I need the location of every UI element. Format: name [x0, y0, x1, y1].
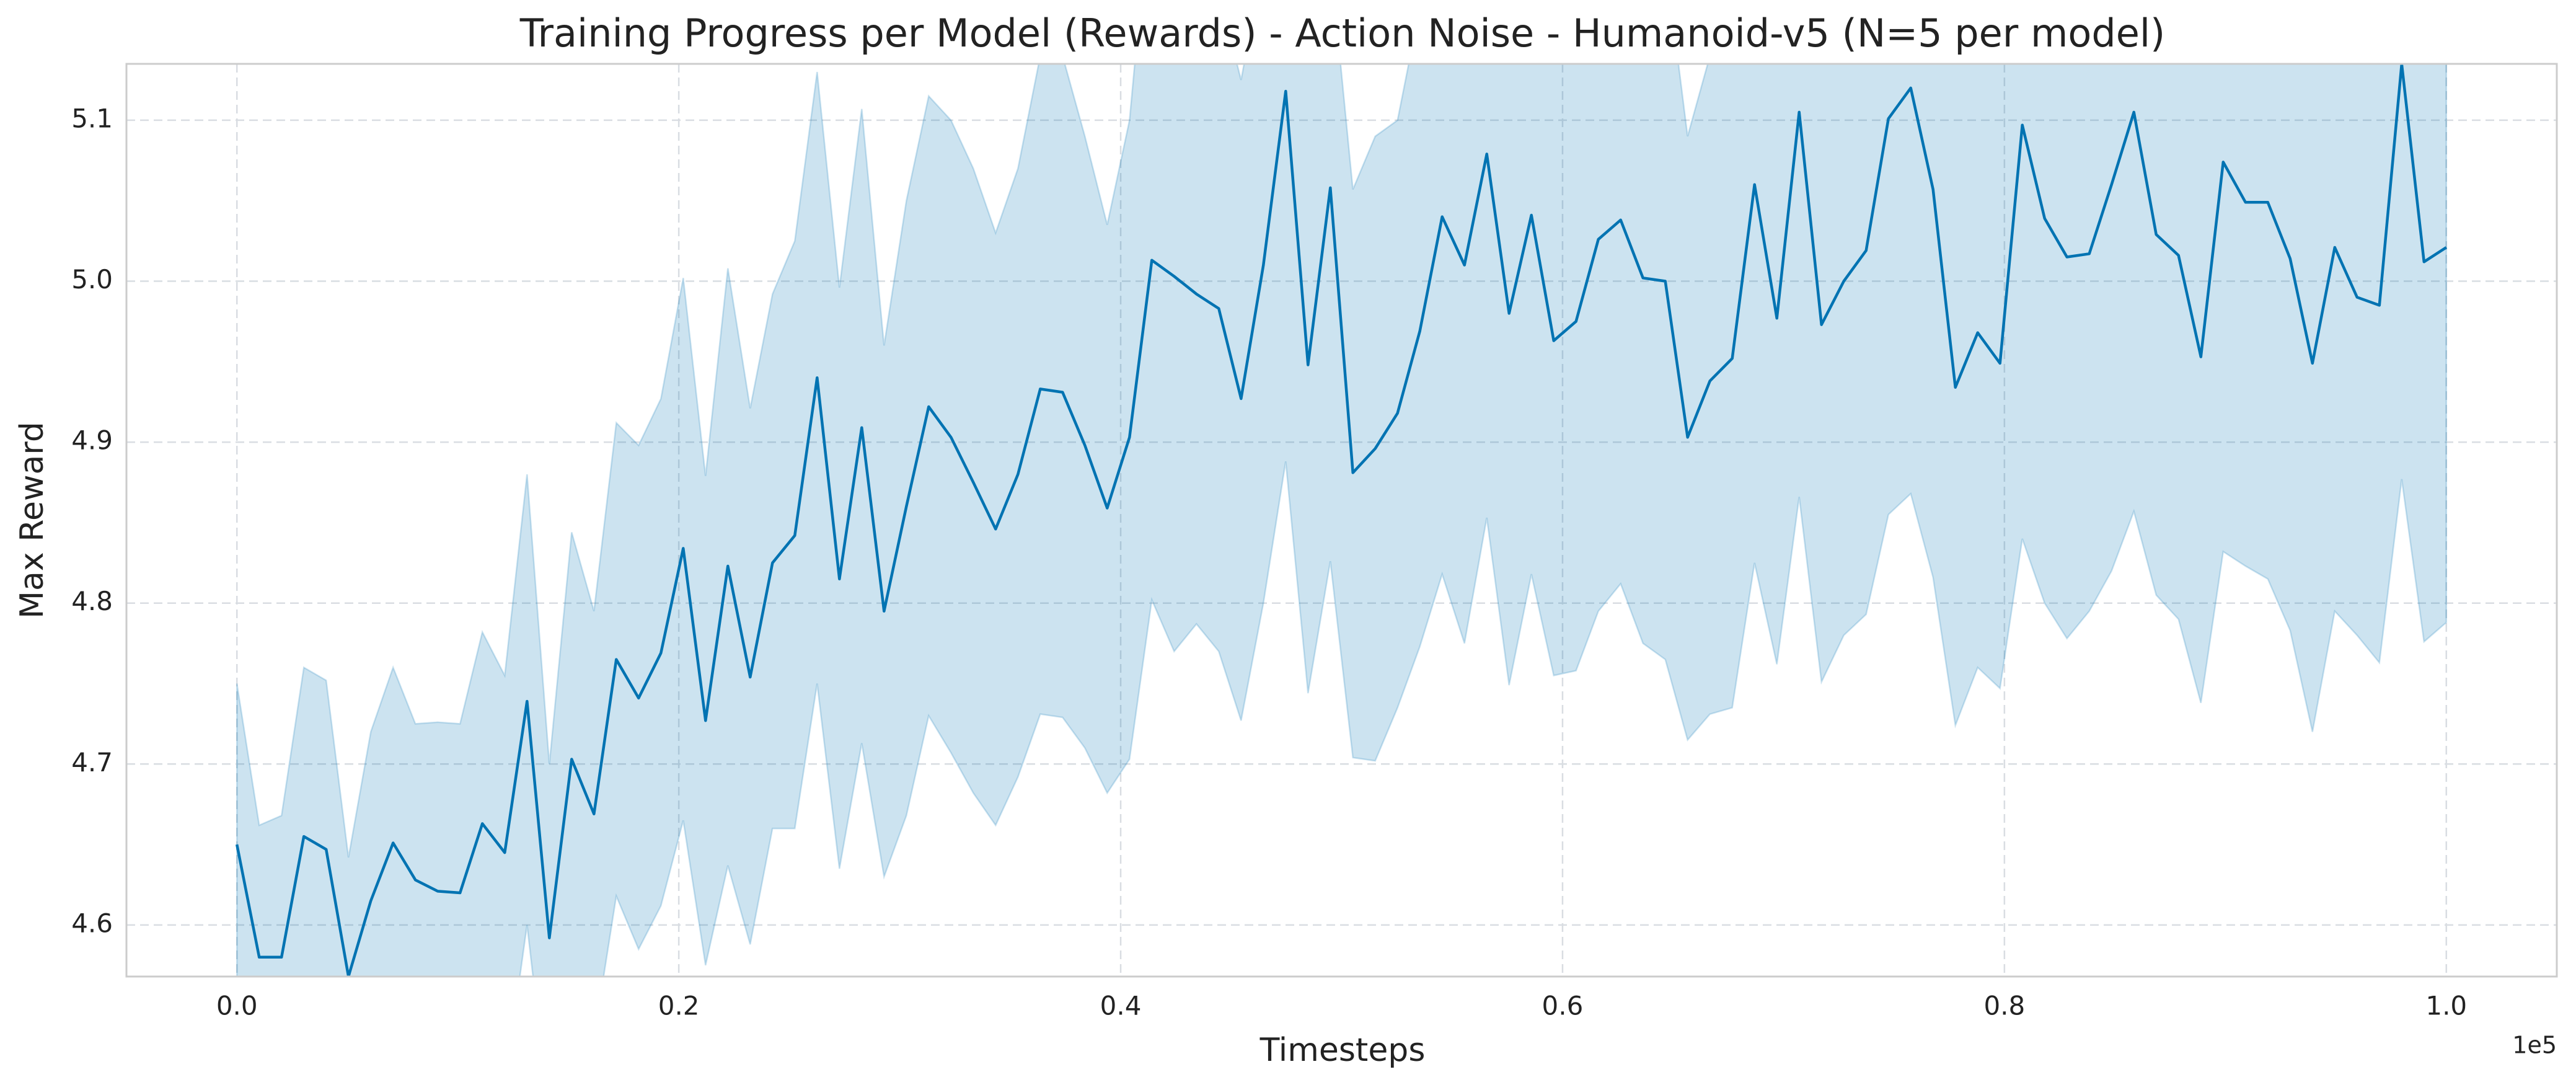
x-tick-label: 0.2 [658, 991, 700, 1021]
y-tick-label: 4.8 [71, 586, 113, 616]
y-tick-label: 5.0 [71, 264, 113, 295]
x-tick-label: 0.0 [216, 991, 258, 1021]
y-tick-label: 4.7 [71, 747, 113, 778]
x-tick-label: 1.0 [2425, 991, 2467, 1021]
x-tick-label: 0.4 [1100, 991, 1142, 1021]
plot-area [235, 64, 2448, 977]
mean-line [235, 64, 2448, 977]
grid [126, 64, 2557, 977]
x-offset-label: 1e5 [2512, 1032, 2557, 1059]
confidence-band [236, 64, 2448, 977]
x-tick-label: 0.8 [1983, 991, 2025, 1021]
chart-title: Training Progress per Model (Rewards) - … [519, 11, 2166, 56]
y-tick-label: 4.6 [71, 908, 113, 938]
x-tick-label: 0.6 [1542, 991, 1584, 1021]
y-axis-label: Max Reward [14, 422, 51, 619]
y-tick-label: 4.9 [71, 425, 113, 456]
plot-frame [125, 63, 2558, 978]
y-tick-label: 5.1 [71, 103, 113, 133]
x-axis-label: Timesteps [1259, 1032, 1426, 1069]
